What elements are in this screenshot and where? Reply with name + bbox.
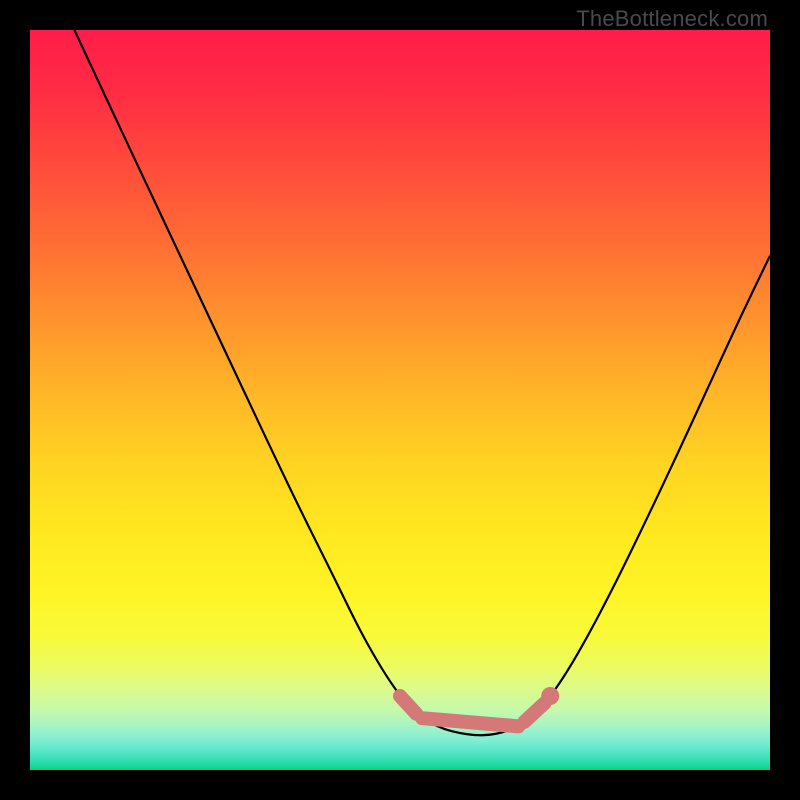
watermark-text: TheBottleneck.com xyxy=(576,6,768,32)
chart-gradient-background xyxy=(30,30,770,770)
chart-plot-area xyxy=(30,30,770,770)
